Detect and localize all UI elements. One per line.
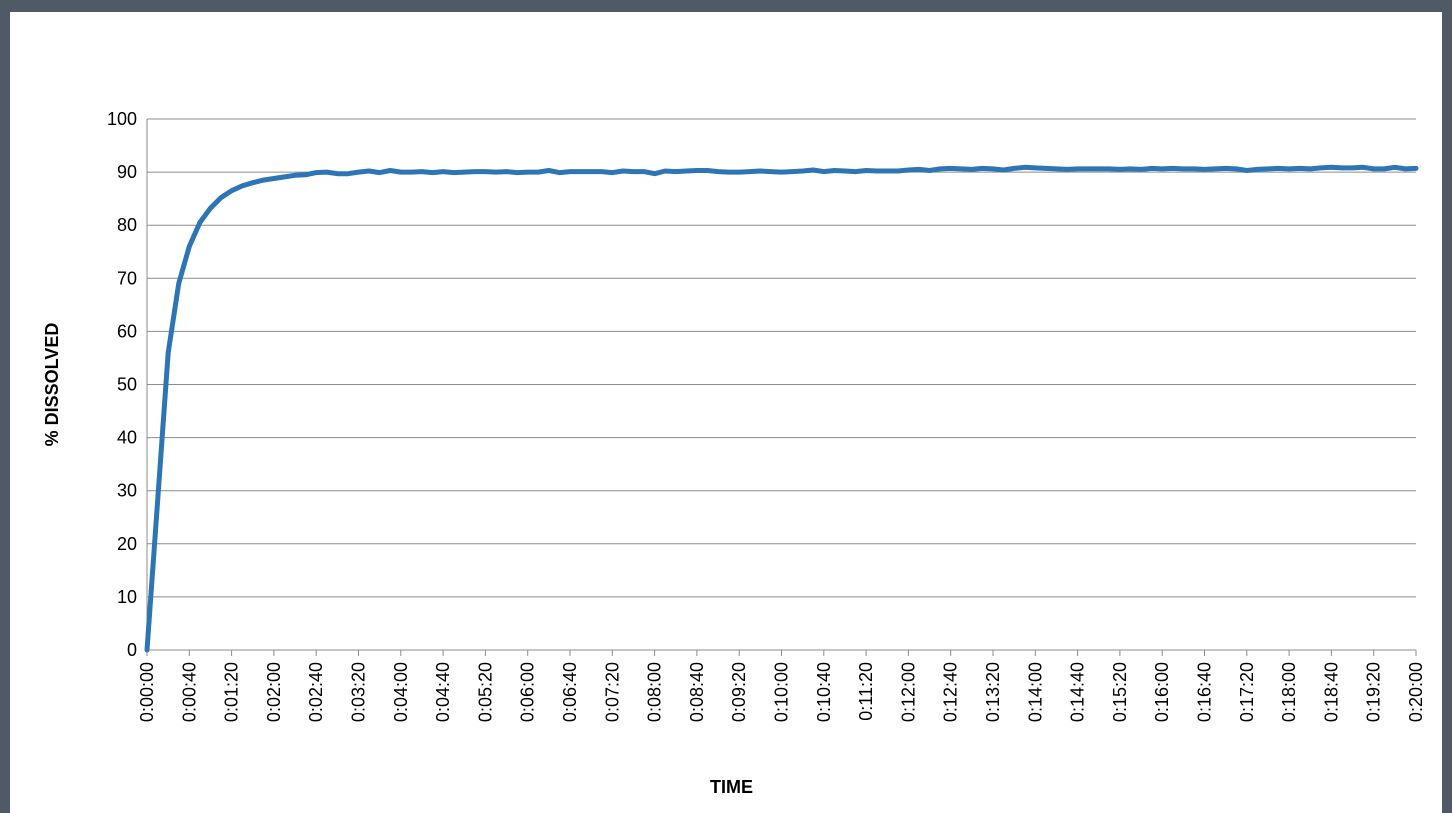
x-tick-label: 0:04:40 [433,662,453,722]
x-tick-label: 0:18:00 [1279,662,1299,722]
y-tick-label: 50 [117,375,137,395]
x-tick-label: 0:12:00 [898,662,918,722]
x-tick-label: 0:10:00 [772,662,792,722]
x-tick-label: 0:01:20 [222,662,242,722]
y-tick-label: 40 [117,428,137,448]
y-tick-label: 10 [117,587,137,607]
x-tick-label: 0:17:20 [1237,662,1257,722]
gridlines [146,118,1417,656]
x-tick-label: 0:07:20 [602,662,622,722]
y-tick-label: 90 [117,162,137,182]
x-tick-label: 0:08:00 [645,662,665,722]
x-tick-label: 0:15:20 [1110,662,1130,722]
chart-frame: 0 10 20 30 40 50 60 70 80 90 100 0:00:00 0:00:40 0:0… [10,12,1442,813]
y-axis-tick-labels: 0 10 20 30 40 50 60 70 80 90 100 [107,109,137,660]
x-tick-label: 0:11:20 [856,662,876,721]
x-tick-label: 0:02:00 [264,662,284,722]
x-tick-label: 0:12:40 [941,662,961,722]
y-tick-label: 20 [117,534,137,554]
x-tick-label: 0:20:00 [1406,662,1426,722]
x-tick-label: 0:10:40 [814,662,834,722]
x-tick-label: 0:02:40 [306,662,326,722]
y-axis-title: % DISSOLVED [42,323,62,447]
x-tick-label: 0:03:20 [349,662,369,722]
x-tick-label: 0:00:40 [179,662,199,722]
series-layer [144,164,1419,653]
series-line [144,164,1419,653]
x-tick-label: 0:04:00 [391,662,411,722]
y-tick-label: 0 [127,640,137,660]
x-axis-title: TIME [710,777,753,797]
x-tick-label: 0:09:20 [729,662,749,722]
y-tick-label: 80 [117,215,137,235]
x-tick-label: 0:19:20 [1364,662,1384,722]
x-axis-tick-labels: 0:00:00 0:00:40 0:01:20 0:02:00 0:02:40 0:03:… [137,662,1426,722]
x-tick-label: 0:16:40 [1195,662,1215,722]
x-tick-label: 0:06:00 [518,662,538,722]
x-tick-label: 0:16:00 [1152,662,1172,722]
x-tick-label: 0:00:00 [137,662,157,722]
y-tick-label: 30 [117,481,137,501]
x-tick-label: 0:18:40 [1321,662,1341,722]
x-tick-label: 0:06:40 [560,662,580,722]
x-tick-label: 0:13:20 [983,662,1003,722]
x-tick-label: 0:08:40 [687,662,707,722]
x-tick-label: 0:14:40 [1068,662,1088,722]
y-tick-label: 70 [117,268,137,288]
x-tick-label: 0:14:00 [1025,662,1045,722]
y-tick-label: 60 [117,321,137,341]
x-tick-label: 0:05:20 [475,662,495,722]
y-tick-label: 100 [107,109,137,129]
